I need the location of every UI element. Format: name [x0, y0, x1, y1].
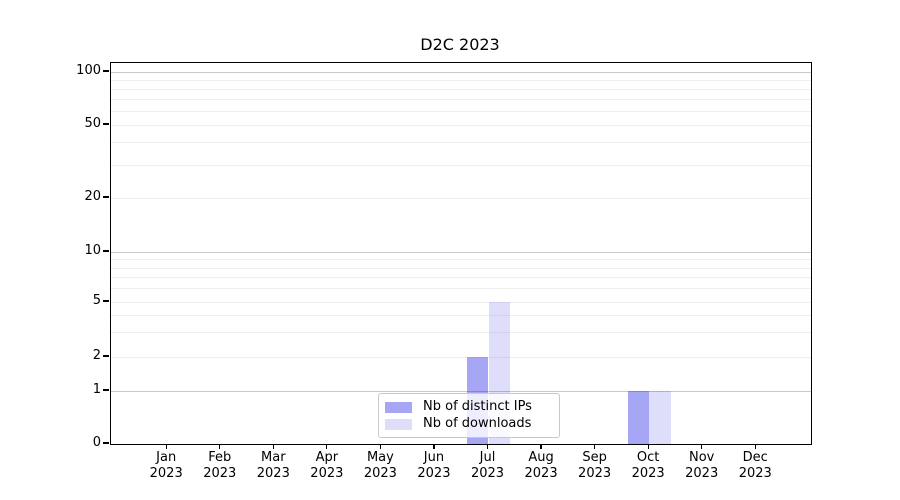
gridline-minor-40 — [111, 142, 811, 144]
x-tick-apr — [326, 444, 328, 449]
gridline-minor-80 — [111, 88, 811, 90]
gridline-minor-60 — [111, 110, 811, 112]
x-tick-mar — [272, 444, 274, 449]
x-tick-dec — [754, 444, 756, 449]
gridline-minor-30 — [111, 165, 811, 167]
x-tick-feb — [219, 444, 221, 449]
legend: Nb of distinct IPs Nb of downloads — [378, 393, 560, 438]
y-tick-100 — [103, 70, 109, 72]
y-tick-5 — [103, 300, 109, 302]
x-tick-nov — [701, 444, 703, 449]
y-tick-1 — [103, 389, 109, 391]
bar-distinct-ips-oct — [627, 391, 650, 444]
y-tick-label-20: 20 — [84, 189, 101, 204]
gridline-major-100 — [111, 71, 811, 73]
y-tick-0 — [103, 442, 109, 444]
gridline-minor-2 — [111, 356, 811, 358]
y-tick-label-50: 50 — [84, 116, 101, 131]
x-tick-aug — [540, 444, 542, 449]
x-tick-jun — [433, 444, 435, 449]
legend-row-downloads: Nb of downloads — [385, 416, 553, 432]
x-tick-label-jul: Jul 2023 — [470, 450, 505, 481]
gridline-minor-90 — [111, 79, 811, 81]
y-tick-label-2: 2 — [92, 348, 101, 363]
gridline-minor-3 — [111, 332, 811, 334]
gridline-minor-5 — [111, 301, 811, 303]
x-tick-label-jun: Jun 2023 — [417, 450, 451, 481]
gridline-minor-20 — [111, 197, 811, 199]
plot-area — [110, 62, 812, 445]
x-tick-jul — [486, 444, 489, 449]
x-tick-label-jan: Jan 2023 — [149, 450, 183, 481]
gridline-major-10 — [111, 251, 811, 253]
x-tick-label-mar: Mar 2023 — [256, 450, 290, 481]
y-tick-20 — [103, 196, 109, 198]
y-tick-10 — [103, 250, 109, 252]
legend-label-downloads: Nb of downloads — [423, 416, 532, 431]
gridline-minor-70 — [111, 98, 811, 100]
bar-downloads-oct — [649, 391, 671, 444]
y-tick-label-10: 10 — [84, 243, 101, 258]
x-tick-label-sep: Sep 2023 — [578, 450, 612, 481]
x-tick-label-may: May 2023 — [363, 450, 397, 481]
gridline-major-1 — [111, 390, 811, 392]
x-tick-oct — [647, 444, 649, 449]
gridline-minor-8 — [111, 267, 811, 269]
x-tick-sep — [593, 444, 596, 449]
legend-row-distinct-ips: Nb of distinct IPs — [385, 399, 553, 415]
y-tick-label-1: 1 — [92, 382, 101, 397]
gridline-minor-50 — [111, 124, 811, 126]
x-tick-label-oct: Oct 2023 — [631, 450, 665, 481]
gridline-minor-6 — [111, 288, 811, 290]
legend-label-distinct-ips: Nb of distinct IPs — [423, 399, 532, 414]
gridline-minor-9 — [111, 259, 811, 261]
legend-swatch-downloads — [385, 418, 412, 430]
x-tick-label-apr: Apr 2023 — [310, 450, 344, 481]
y-tick-50 — [103, 123, 109, 125]
x-tick-label-nov: Nov 2023 — [685, 450, 719, 481]
gridline-minor-7 — [111, 277, 811, 279]
x-tick-label-feb: Feb 2023 — [203, 450, 237, 481]
y-tick-label-5: 5 — [92, 293, 101, 308]
x-tick-jan — [165, 444, 167, 449]
gridline-minor-4 — [111, 314, 811, 316]
y-tick-label-0: 0 — [92, 435, 101, 450]
x-tick-label-dec: Dec 2023 — [738, 450, 772, 481]
x-tick-label-aug: Aug 2023 — [524, 450, 558, 481]
chart-title: D2C 2023 — [420, 35, 500, 54]
y-tick-2 — [103, 355, 109, 357]
legend-swatch-distinct-ips — [385, 401, 412, 413]
x-tick-may — [379, 444, 382, 449]
y-tick-label-100: 100 — [76, 63, 101, 78]
